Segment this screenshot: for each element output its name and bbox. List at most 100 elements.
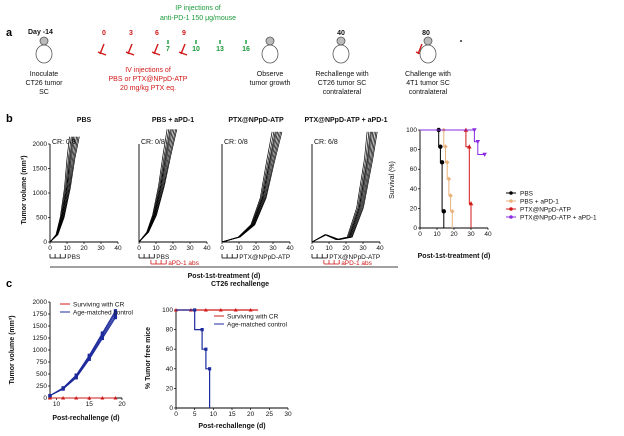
c-title: CT26 rechallenge bbox=[211, 281, 269, 288]
mouse-icons bbox=[35, 36, 437, 64]
dosing-schedule: PTX@NPpD-ATP bbox=[221, 254, 290, 261]
rechallenge-volume-chart: 10 15 20 0 250 500 750 1000 1250 1500 1750 2000 Tumo… bbox=[9, 299, 134, 422]
control-marker bbox=[193, 308, 197, 312]
dose-label: PTX@NPpD-ATP bbox=[329, 254, 380, 261]
b2-x-tick-label: 20 bbox=[252, 245, 260, 252]
syringe-icon bbox=[125, 43, 135, 56]
surv-x-tick-label: 40 bbox=[484, 231, 492, 238]
ctf-x-tick-label: 15 bbox=[228, 411, 236, 418]
tumor-growth-curve bbox=[311, 131, 378, 243]
ctf-y-tick-label: 20 bbox=[166, 385, 174, 392]
surv-x-tick-label: 0 bbox=[418, 231, 422, 238]
panel-label-c: c bbox=[6, 278, 12, 290]
survival-marker bbox=[438, 144, 443, 149]
cvol-y-tick-label: 2000 bbox=[33, 299, 48, 306]
tumor-growth-curve bbox=[138, 129, 172, 243]
b0-x-tick-label: 10 bbox=[63, 245, 71, 252]
cvol-y-tick-label: 1500 bbox=[33, 323, 48, 330]
control-marker bbox=[100, 336, 104, 341]
mouse-icon bbox=[35, 36, 53, 64]
mouse-icon bbox=[261, 36, 279, 64]
legend-label: Surviving with CR bbox=[227, 314, 279, 321]
challenge-line2: 4T1 tumor SC bbox=[406, 80, 450, 87]
survival-marker bbox=[448, 193, 453, 199]
cvol-x-tick-label: 10 bbox=[53, 401, 61, 408]
dose-label: PBS bbox=[67, 254, 81, 261]
legend-label: PTX@NPpD-ATP + aPD-1 bbox=[520, 215, 597, 222]
tumor-growth-curve bbox=[49, 136, 80, 243]
b2-x-tick-label: 0 bbox=[220, 245, 224, 252]
b2-x-tick-label: 30 bbox=[269, 245, 277, 252]
ctf-x-tick-label: 20 bbox=[247, 411, 255, 418]
legend-marker bbox=[509, 207, 513, 211]
tumor-growth-curve bbox=[138, 129, 175, 243]
cvol-y-tick-label: 250 bbox=[36, 383, 47, 390]
ctf-x-tick-label: 5 bbox=[193, 411, 197, 418]
cr-marker bbox=[48, 396, 52, 400]
tumor-growth-curve bbox=[221, 131, 276, 243]
iv-syringe-icons bbox=[97, 43, 425, 56]
rechallenge-line2: CT26 tumor SC bbox=[318, 80, 367, 87]
survival-marker bbox=[450, 208, 455, 214]
day-40-label: 40 bbox=[337, 30, 345, 37]
observe-line1: Observe bbox=[257, 71, 284, 78]
tumor-growth-curve bbox=[311, 131, 368, 243]
b0-x-tick-label: 30 bbox=[97, 245, 105, 252]
surv-y-label: Survival (%) bbox=[389, 161, 396, 199]
legend-marker bbox=[509, 191, 513, 195]
cvol-x-label: Post-rechallenge (d) bbox=[52, 415, 119, 422]
survival-chart: 0 10 20 30 40 0 20 40 60 80 100 Survival (%) Post-1s… bbox=[389, 127, 597, 260]
cr-rate-label: CR: 0/8 bbox=[141, 139, 165, 146]
legend-label: PTX@NPpD-ATP bbox=[520, 207, 571, 214]
cr-marker bbox=[113, 396, 118, 400]
ip-title-line2: anti-PD-1 150 μg/mouse bbox=[160, 15, 236, 22]
tumor-growth-curve bbox=[311, 131, 377, 243]
dosing-schedule: PBS bbox=[49, 254, 81, 261]
b1-x-tick-label: 20 bbox=[169, 245, 177, 252]
b0-y-tick-label: 0 bbox=[43, 239, 47, 246]
ip-day-16: 16 bbox=[242, 46, 250, 53]
cvol-x-tick-label: 20 bbox=[118, 401, 126, 408]
ctf-y-label: % Tumor free mice bbox=[145, 327, 152, 389]
survival-marker bbox=[441, 209, 446, 214]
inoculate-line3: SC bbox=[39, 89, 49, 96]
survival-marker bbox=[446, 176, 452, 182]
ctf-y-tick-label: 0 bbox=[169, 405, 173, 412]
survival-marker bbox=[439, 160, 445, 165]
day-minus-14-label: Day -14 bbox=[28, 29, 53, 36]
mouse-icon bbox=[419, 36, 437, 64]
cvol-y-tick-label: 500 bbox=[36, 371, 47, 378]
iv-day-3: 3 bbox=[129, 30, 133, 37]
survival-marker bbox=[472, 128, 477, 133]
dose-label: PBS bbox=[156, 254, 170, 261]
survival-marker bbox=[445, 159, 450, 165]
tumor-growth-curve bbox=[311, 131, 374, 243]
ctf-x-label: Post-rechallenge (d) bbox=[198, 423, 265, 430]
tumor-growth-curve bbox=[221, 131, 283, 243]
b-y-axis-label: Tumor volume (mm³) bbox=[21, 155, 28, 224]
syringe-icon bbox=[178, 43, 188, 56]
plot-title: PBS + aPD-1 bbox=[152, 117, 194, 124]
b0-x-tick-label: 40 bbox=[114, 245, 122, 252]
tumor-growth-curve bbox=[221, 131, 277, 243]
ctf-y-tick-label: 40 bbox=[166, 366, 174, 373]
b3-x-tick-label: 20 bbox=[342, 245, 350, 252]
ctf-y-tick-label: 100 bbox=[162, 307, 173, 314]
b3-x-tick-label: 10 bbox=[325, 245, 333, 252]
survival-marker bbox=[482, 152, 487, 157]
survival-marker bbox=[467, 144, 472, 149]
b3-x-tick-label: 40 bbox=[376, 245, 384, 252]
b0-y-tick-label: 1500 bbox=[33, 166, 48, 173]
legend-label: PBS + aPD-1 bbox=[520, 199, 559, 206]
ctf-x-tick-label: 30 bbox=[284, 411, 292, 418]
b0-x-tick-label: 20 bbox=[80, 245, 88, 252]
ctf-y-tick-label: 60 bbox=[166, 346, 174, 353]
ip-day-7: 7 bbox=[166, 46, 170, 53]
syringe-icon bbox=[151, 43, 161, 56]
control-curve bbox=[49, 310, 116, 397]
b0-y-tick-label: 1000 bbox=[33, 190, 48, 197]
